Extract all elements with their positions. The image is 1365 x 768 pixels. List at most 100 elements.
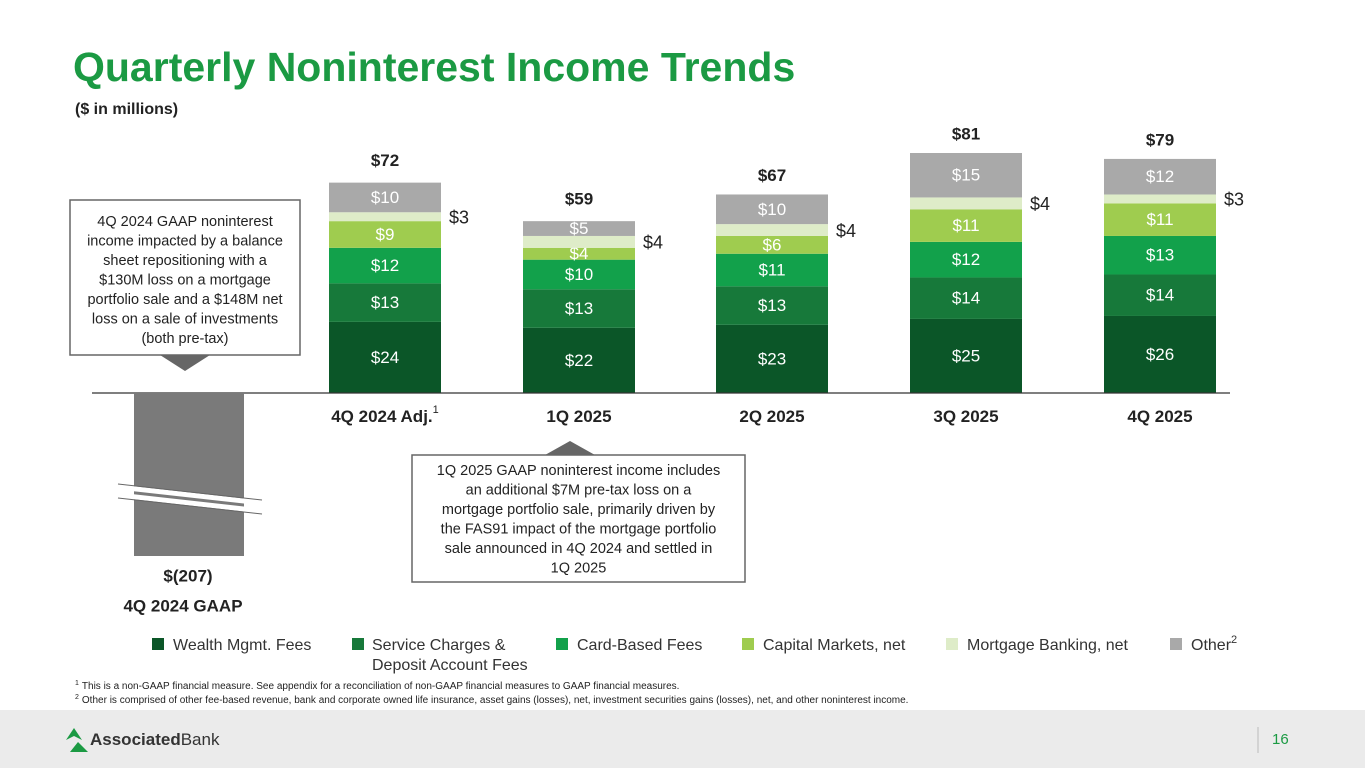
bar-segment xyxy=(716,286,828,325)
legend-label: Wealth Mgmt. Fees xyxy=(173,637,311,654)
callout-box xyxy=(69,199,301,356)
bar-segment xyxy=(716,194,828,225)
callout-line: mortgage portfolio sale, primarily drive… xyxy=(442,502,716,518)
value-label: $9 xyxy=(376,225,395,244)
bar-segment xyxy=(329,212,441,222)
legend-name: Other xyxy=(1191,637,1232,654)
value-label: $14 xyxy=(952,289,980,308)
bar-segment xyxy=(716,224,828,236)
footnote-mark: 2 xyxy=(75,694,79,701)
category-note: 1 xyxy=(433,404,439,416)
callout-line: portfolio sale and a $148M net xyxy=(87,292,282,308)
subtitle: ($ in millions) xyxy=(75,101,178,118)
value-label: $11 xyxy=(952,216,979,235)
value-label: $5 xyxy=(570,219,589,238)
axis-break xyxy=(117,484,263,514)
value-label: $11 xyxy=(758,261,785,280)
value-label: $22 xyxy=(565,351,593,370)
value-label: $11 xyxy=(1146,210,1173,229)
footnote: 2 Other is comprised of other fee-based r… xyxy=(75,694,908,706)
bar-segment xyxy=(910,277,1022,319)
value-label: $14 xyxy=(1146,286,1174,305)
brand: AssociatedBank xyxy=(90,730,220,749)
bar-segment xyxy=(329,283,441,322)
value-label: $4 xyxy=(643,233,663,253)
total-label: $59 xyxy=(565,190,593,209)
value-label: $12 xyxy=(371,256,399,275)
gaap-label: $(207) xyxy=(163,566,212,585)
callout-box xyxy=(411,454,746,583)
callout-line: 4Q 2024 GAAP noninterest xyxy=(97,214,272,230)
callout-line: sheet repositioning with a xyxy=(103,253,268,269)
value-label: $25 xyxy=(952,346,980,365)
bar-segment xyxy=(523,235,635,248)
logo-mark xyxy=(66,728,88,752)
callout-line: 1Q 2025 xyxy=(551,560,607,576)
bar-segment xyxy=(1104,203,1216,236)
value-label: $4 xyxy=(570,244,589,263)
value-label: $10 xyxy=(371,188,399,207)
value-label: $26 xyxy=(1146,345,1174,364)
value-label: $10 xyxy=(565,265,593,284)
brand-bold: Associated xyxy=(90,730,181,749)
bar-segment xyxy=(910,209,1022,242)
bar-segment xyxy=(1104,315,1216,393)
gaap-category: 4Q 2024 GAAP xyxy=(123,596,242,615)
callout-pointer xyxy=(160,355,210,371)
callout-line: an additional $7M pre-tax loss on a xyxy=(466,482,693,498)
bar-segment xyxy=(329,247,441,284)
bar-segment xyxy=(523,259,635,290)
bar-segment xyxy=(716,253,828,287)
bar-segment xyxy=(1104,235,1216,275)
legend-label: Card-Based Fees xyxy=(577,637,702,654)
callout-line: $130M loss on a mortgage xyxy=(99,272,271,288)
total-label: $81 xyxy=(952,124,980,143)
callout-line: income impacted by a balance xyxy=(87,233,283,249)
page-number: 16 xyxy=(1272,731,1289,748)
value-label: $3 xyxy=(449,207,469,227)
footnote-text: This is a non-GAAP financial measure. Se… xyxy=(82,681,680,692)
bar-segment xyxy=(910,153,1022,198)
bar-segment xyxy=(1104,274,1216,316)
callout-line: 1Q 2025 GAAP noninterest income includes xyxy=(437,463,720,479)
value-label: $13 xyxy=(1146,246,1174,265)
footnote: 1 This is a non-GAAP financial measure. S… xyxy=(75,680,679,692)
category-name: 1Q 2025 xyxy=(546,407,611,426)
value-label: $6 xyxy=(763,235,782,254)
category-name: 2Q 2025 xyxy=(739,407,804,426)
value-label: $23 xyxy=(758,349,786,368)
legend-name: Mortgage Banking, net xyxy=(967,637,1129,654)
category-label: 1Q 2025 xyxy=(546,407,611,426)
bar-segment xyxy=(523,247,635,260)
value-label: $4 xyxy=(1030,194,1050,214)
category-label: 4Q 2024 Adj.1 xyxy=(331,404,439,427)
total-label: $67 xyxy=(758,166,786,185)
value-label: $13 xyxy=(371,293,399,312)
legend-label: Mortgage Banking, net xyxy=(967,637,1129,654)
bar-segment xyxy=(523,327,635,393)
bar-segment xyxy=(1104,158,1216,195)
legend-label-box: Service Charges & Deposit Account Fees xyxy=(372,637,528,674)
bar-segment xyxy=(910,318,1022,393)
bar-segment xyxy=(329,182,441,213)
gaap-bar xyxy=(134,393,244,556)
value-label: $13 xyxy=(565,299,593,318)
bar-segment xyxy=(716,324,828,393)
legend-swatch xyxy=(556,638,568,650)
legend-swatch xyxy=(946,638,958,650)
bar-segment xyxy=(910,197,1022,210)
bar-segment xyxy=(910,241,1022,278)
legend-name: Capital Markets, net xyxy=(763,637,906,654)
legend-swatch xyxy=(352,638,364,650)
legend-swatch xyxy=(1170,638,1182,650)
value-label: $12 xyxy=(952,250,980,269)
legend-label: Other2 xyxy=(1191,634,1237,654)
total-label: $72 xyxy=(371,151,399,170)
bar-segment xyxy=(523,221,635,236)
footnote-text: Other is comprised of other fee-based re… xyxy=(82,695,909,706)
legend-swatch xyxy=(152,638,164,650)
legend-name: Wealth Mgmt. Fees xyxy=(173,637,311,654)
value-label: $4 xyxy=(836,221,856,241)
